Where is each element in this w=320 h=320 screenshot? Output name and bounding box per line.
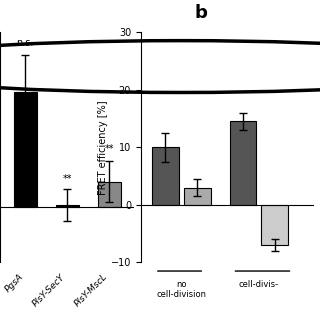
- Bar: [261, 205, 288, 245]
- Bar: [230, 121, 256, 205]
- Text: cell-divis-: cell-divis-: [239, 280, 279, 289]
- Bar: [184, 188, 211, 205]
- Text: **: **: [104, 144, 114, 154]
- Text: n.s.: n.s.: [17, 38, 34, 48]
- Text: b: b: [195, 4, 208, 22]
- Bar: [152, 147, 179, 205]
- Bar: [98, 182, 121, 207]
- Bar: [14, 92, 37, 207]
- Text: no
cell-division: no cell-division: [156, 280, 206, 299]
- Text: **: **: [62, 174, 72, 184]
- Y-axis label: FRET efficiency [%]: FRET efficiency [%]: [98, 100, 108, 195]
- Bar: [56, 205, 79, 207]
